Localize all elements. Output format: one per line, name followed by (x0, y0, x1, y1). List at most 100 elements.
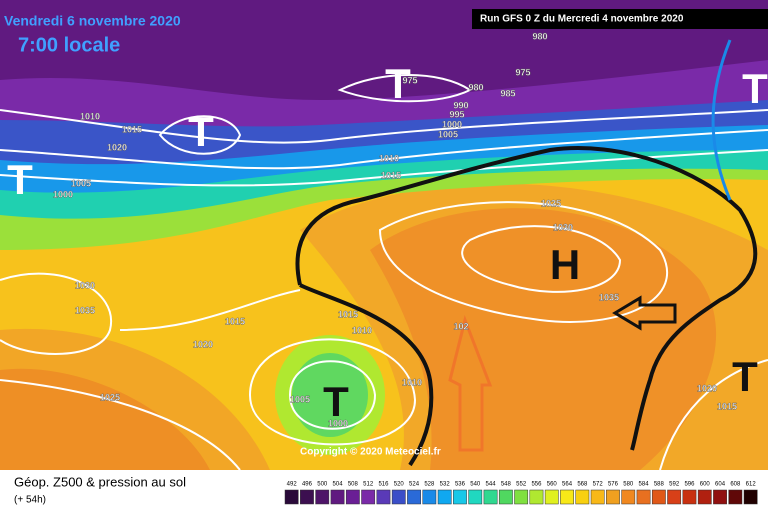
scale-swatch (560, 489, 574, 505)
pressure-center: T (188, 108, 214, 155)
flow-arrow (612, 295, 677, 331)
scale-swatch (713, 489, 727, 505)
isobar-label: 1015 (122, 124, 142, 134)
isobar-label: 1020 (193, 339, 213, 349)
scale-label: 496 (302, 482, 313, 488)
scale-label: 596 (684, 482, 695, 488)
footer-subtitle: (+ 54h) (14, 495, 46, 506)
low-area (292, 353, 368, 437)
scale-label: 556 (531, 482, 542, 488)
scale-swatch (315, 489, 330, 505)
pressure-center: H (550, 241, 580, 288)
scale-swatch (391, 489, 406, 505)
pressure-center: T (742, 65, 768, 112)
scale-swatch (300, 489, 314, 505)
scale-label: 504 (333, 482, 344, 488)
scale-label: 540 (470, 482, 481, 488)
scale-label: 572 (593, 482, 604, 488)
scale-label: 604 (715, 482, 726, 488)
flow-arrow (448, 315, 493, 452)
pressure-center: T (323, 378, 349, 425)
isobars (0, 74, 768, 471)
isobar-label: 1010 (352, 325, 372, 335)
scale-label: 524 (409, 482, 420, 488)
scale-label: 512 (363, 482, 374, 488)
isobar (0, 272, 113, 355)
scale-label: 608 (730, 482, 741, 488)
scale-label: 492 (287, 482, 298, 488)
scale-label: 544 (486, 482, 497, 488)
run-banner (472, 9, 768, 29)
scale-swatch (606, 489, 620, 505)
scale-label: 536 (455, 482, 466, 488)
isobar-label: 1015 (381, 170, 401, 180)
isobar-label: 1020 (107, 142, 127, 152)
scale-swatch (743, 489, 758, 505)
pressure-center: T (7, 156, 33, 203)
scale-label: 612 (746, 482, 757, 488)
isobar (337, 74, 472, 103)
contour-588 (299, 283, 434, 467)
scale-label: 500 (317, 482, 328, 488)
scale-label: 516 (378, 482, 389, 488)
isobar (119, 289, 301, 331)
isobar (378, 201, 668, 323)
isobar (0, 129, 768, 170)
scale-swatch (498, 489, 513, 505)
isobar-label: 975 (402, 75, 417, 85)
scale-label: 508 (348, 482, 359, 488)
scale-label: 564 (562, 482, 573, 488)
isobar (461, 225, 622, 293)
contour-588 (295, 146, 758, 451)
scale-swatch (682, 489, 697, 505)
isobar-label: 1030 (75, 280, 95, 290)
warm-area (370, 208, 717, 470)
isobar-label: 1030 (553, 222, 573, 232)
scale-swatch (376, 489, 391, 505)
isobar (659, 359, 768, 471)
scale-swatch (529, 489, 544, 505)
isobar-label: 1000 (442, 119, 462, 129)
copyright: Copyright © 2020 Meteociel.fr (300, 447, 441, 458)
isobar-label: 1020 (697, 383, 717, 393)
scale-swatch (575, 489, 590, 505)
isobar (0, 109, 768, 144)
footer-title: Géop. Z500 & pression au sol (14, 474, 186, 489)
scale-swatch (407, 489, 421, 505)
scale-swatch (284, 489, 299, 505)
map-subtitle: 7:00 locale (18, 34, 120, 56)
isobar-label: 102 (453, 321, 468, 331)
isobar (288, 360, 377, 430)
scale-swatch (514, 489, 529, 505)
isobar-label: 1005 (71, 178, 91, 188)
scale-label: 520 (394, 482, 405, 488)
isobar-label: 990 (453, 100, 468, 110)
scale-label: 588 (654, 482, 665, 488)
scale-label: 576 (608, 482, 619, 488)
isobar-label: 1000 (53, 189, 73, 199)
scale-swatch (483, 489, 498, 505)
scale-swatch (361, 489, 376, 505)
map-title: Vendredi 6 novembre 2020 (4, 13, 181, 29)
scale-swatch (468, 489, 483, 505)
scale-label: 560 (547, 482, 558, 488)
scale-label: 552 (516, 482, 527, 488)
isobar-label: 1015 (338, 309, 358, 319)
scale-label: 580 (623, 482, 634, 488)
isobar-label: 1015 (225, 316, 245, 326)
scale-label: 592 (669, 482, 680, 488)
scale-label: 584 (639, 482, 650, 488)
scale-swatch (422, 489, 437, 505)
scale-swatch (728, 489, 743, 505)
isobar-label: 995 (449, 109, 464, 119)
isobar (158, 115, 242, 155)
isobar (248, 338, 417, 446)
scale-label: 600 (700, 482, 711, 488)
isobar-label: 980 (532, 31, 547, 41)
warm-area (0, 368, 210, 470)
isobar-label: 1000 (328, 418, 348, 428)
scale-swatch (544, 489, 559, 505)
pressure-center: T (385, 60, 411, 107)
scale-label: 568 (577, 482, 588, 488)
